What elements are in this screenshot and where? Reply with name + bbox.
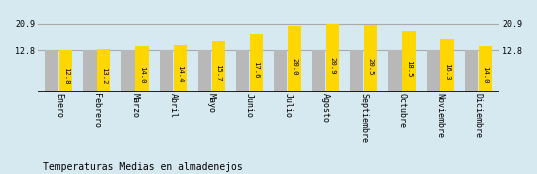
Bar [83, 50, 97, 92]
Bar [388, 50, 402, 92]
Text: 16.3: 16.3 [444, 63, 450, 80]
Text: 15.7: 15.7 [215, 64, 221, 81]
Bar [212, 41, 225, 92]
Bar [45, 50, 59, 92]
Text: 14.0: 14.0 [482, 66, 488, 83]
Text: 12.8: 12.8 [63, 67, 69, 85]
Text: 14.4: 14.4 [177, 65, 183, 83]
Text: 17.6: 17.6 [253, 61, 259, 79]
Bar [59, 50, 72, 92]
Text: 20.9: 20.9 [330, 57, 336, 75]
Bar [402, 31, 416, 92]
Bar [426, 50, 440, 92]
Bar [121, 50, 135, 92]
Bar [478, 46, 492, 92]
Text: 18.5: 18.5 [406, 60, 412, 78]
Bar [312, 50, 325, 92]
Bar [364, 25, 378, 92]
Bar [440, 39, 454, 92]
Bar [135, 46, 149, 92]
Bar [465, 50, 478, 92]
Bar [236, 50, 249, 92]
Bar [159, 50, 173, 92]
Text: 13.2: 13.2 [101, 67, 107, 84]
Bar [173, 45, 187, 92]
Text: 20.5: 20.5 [368, 58, 374, 75]
Bar [274, 50, 287, 92]
Text: 20.0: 20.0 [292, 58, 297, 76]
Bar [250, 34, 263, 92]
Text: 14.0: 14.0 [139, 66, 145, 83]
Bar [350, 50, 364, 92]
Text: Temperaturas Medias en almadenejos: Temperaturas Medias en almadenejos [43, 162, 243, 172]
Bar [97, 49, 111, 92]
Bar [326, 23, 339, 92]
Bar [198, 50, 211, 92]
Bar [288, 26, 301, 92]
